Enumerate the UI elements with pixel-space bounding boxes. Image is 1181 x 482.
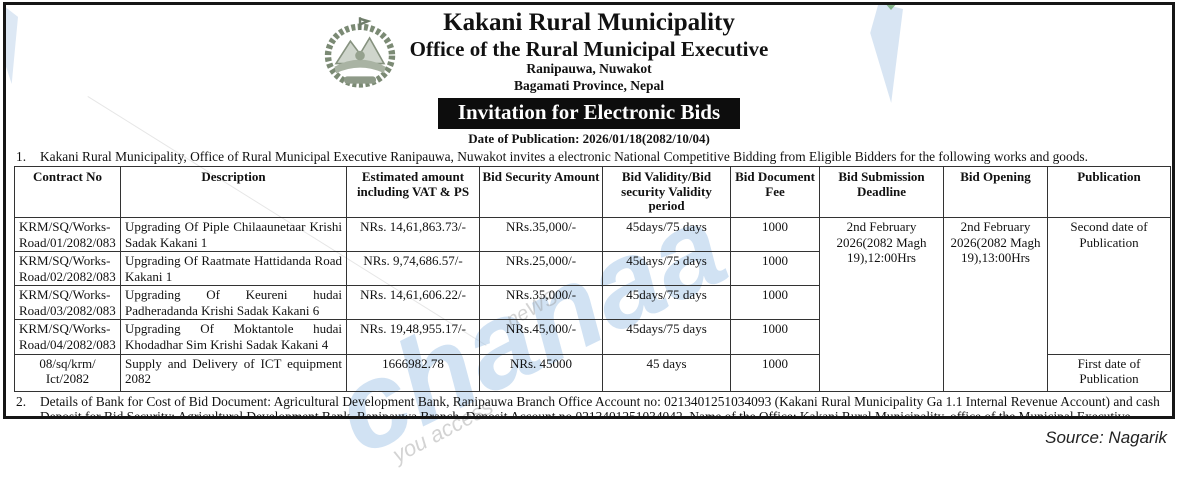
bid-opening: 2nd February 2026(2082 Magh 19),13:00Hrs xyxy=(943,216,1048,392)
bid-document-fee: 1000 xyxy=(730,285,820,321)
publication-date: Date of Publication: 2026/01/18(2082/10/… xyxy=(468,130,710,146)
notice-title-banner: Invitation for Electronic Bids xyxy=(437,97,741,129)
source-attribution: Source: Nagarik xyxy=(1045,428,1167,447)
bid-security-amount: NRs.35,000/- xyxy=(479,216,603,253)
bid-security-amount: NRs.25,000/- xyxy=(479,251,603,287)
table-header-row: Contract No Description Estimated amount… xyxy=(14,166,1171,218)
publication-goods: First date of Publication xyxy=(1047,353,1171,392)
col-header-publication: Publication xyxy=(1047,166,1171,218)
col-header-description: Description xyxy=(120,166,347,218)
bid-validity: 45days/75 days xyxy=(602,285,731,321)
bid-submission-deadline: 2nd February 2026(2082 Magh 19),12:00Hrs xyxy=(819,216,944,392)
table-row: KRM/SQ/Works-Road/01/2082/083 Upgrading … xyxy=(14,216,1171,392)
document-header: Kakani Rural Municipality Office of the … xyxy=(6,9,1172,147)
nepal-emblem-logo xyxy=(324,17,396,88)
bid-table: Contract No Description Estimated amount… xyxy=(14,166,1171,392)
col-header-bid-validity: Bid Validity/Bid security Validity perio… xyxy=(602,166,731,218)
col-header-bid-document-fee: Bid Document Fee xyxy=(730,166,820,218)
address-line-2: Bagamati Province, Nepal xyxy=(513,77,665,93)
publication-works: Second date of Publication xyxy=(1047,216,1171,355)
description: Upgrading Of Moktantole hudai Khodadhar … xyxy=(120,319,347,355)
bid-document-fee: 1000 xyxy=(730,216,820,253)
notes-section: 2. Details of Bank for Cost of Bid Docum… xyxy=(6,393,1172,419)
estimated-amount: NRs. 9,74,686.57/- xyxy=(346,251,480,287)
bid-validity: 45 days xyxy=(602,353,731,392)
bid-document-fee: 1000 xyxy=(730,319,820,355)
note-item: 2. Details of Bank for Cost of Bid Docum… xyxy=(16,393,1164,419)
description: Upgrading Of Raatmate Hattidanda Road Ka… xyxy=(120,251,347,287)
estimated-amount: NRs. 19,48,955.17/- xyxy=(346,319,480,355)
bid-document-fee: 1000 xyxy=(730,251,820,287)
note-number: 2. xyxy=(16,393,27,409)
tender-notice-page: { "header": { "municipality": "Kakani Ru… xyxy=(3,2,1175,481)
description: Upgrading Of Keureni hudai Padheradanda … xyxy=(120,285,347,321)
intro-clause: 1. Kakani Rural Municipality, Office of … xyxy=(16,149,1164,165)
bid-security-amount: NRs.35,000/- xyxy=(479,285,603,321)
contract-no: KRM/SQ/Works-Road/04/2082/083 xyxy=(14,319,121,355)
contract-no: KRM/SQ/Works-Road/02/2082/083 xyxy=(14,251,121,287)
contract-no: KRM/SQ/Works-Road/03/2082/083 xyxy=(14,285,121,321)
office-name: Office of the Rural Municipal Executive xyxy=(409,37,769,62)
estimated-amount: NRs. 14,61,606.22/- xyxy=(346,285,480,321)
bid-security-amount: NRs. 45000 xyxy=(479,353,603,392)
table-row: 08/sq/krm/ Ict/2082 Supply and Delivery … xyxy=(14,353,1171,392)
description: Upgrading Of Piple Chilaaunetaar Krishi … xyxy=(120,216,347,253)
bid-validity: 45days/75 days xyxy=(602,319,731,355)
contract-no: KRM/SQ/Works-Road/01/2082/083 xyxy=(14,216,121,253)
contract-no: 08/sq/krm/ Ict/2082 xyxy=(14,353,121,392)
intro-clause-text: Kakani Rural Municipality, Office of Rur… xyxy=(40,148,1088,164)
bid-validity: 45days/75 days xyxy=(602,251,731,287)
col-header-bid-opening: Bid Opening xyxy=(943,166,1048,218)
note-text: Details of Bank for Cost of Bid Document… xyxy=(40,393,1160,419)
intro-clause-number: 1. xyxy=(16,148,27,164)
bid-document-fee: 1000 xyxy=(730,353,820,392)
address-line-1: Ranipauwa, Nuwakot xyxy=(526,61,652,77)
col-header-bid-security: Bid Security Amount xyxy=(479,166,603,218)
description: Supply and Delivery of ICT equipment 208… xyxy=(120,353,347,392)
col-header-contract-no: Contract No xyxy=(14,166,121,218)
estimated-amount: 1666982.78 xyxy=(346,353,480,392)
estimated-amount: NRs. 14,61,863.73/- xyxy=(346,216,480,253)
bid-validity: 45days/75 days xyxy=(602,216,731,253)
col-header-estimated-amount: Estimated amount including VAT & PS xyxy=(346,166,480,218)
municipality-name: Kakani Rural Municipality xyxy=(443,9,735,36)
notice-frame: Kakani Rural Municipality Office of the … xyxy=(3,2,1175,419)
bid-security-amount: NRs.45,000/- xyxy=(479,319,603,355)
col-header-bid-submission-deadline: Bid Submission Deadline xyxy=(819,166,944,218)
